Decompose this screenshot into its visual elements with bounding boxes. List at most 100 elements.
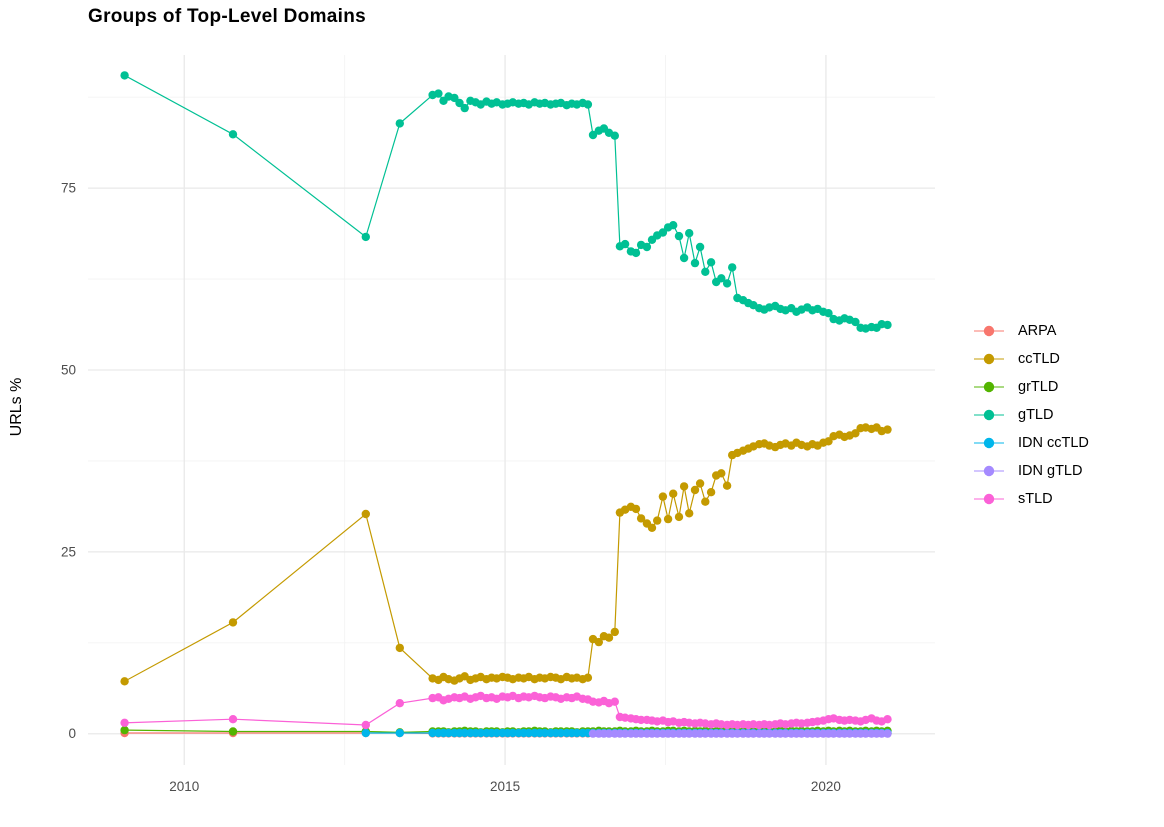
cctld-point [604, 633, 614, 642]
idn-cctld-point [572, 728, 582, 738]
legend-label: IDN gTLD [1018, 463, 1083, 479]
cctld-point [663, 514, 673, 524]
x-tick-label: 2020 [811, 779, 841, 794]
chart-title: Groups of Top-Level Domains [88, 6, 366, 27]
legend-item-cctld: ccTLD [972, 347, 1089, 371]
idn-gtld-point [717, 729, 726, 738]
gtld-point [583, 100, 593, 109]
legend-label: ccTLD [1018, 351, 1060, 367]
cctld-point [706, 488, 716, 497]
cctld-point [685, 509, 694, 518]
cctld-point [717, 469, 726, 478]
y-tick-label: 75 [61, 181, 76, 196]
gtld-point [642, 242, 652, 252]
gtld-point [706, 258, 716, 267]
y-tick-label: 50 [61, 362, 76, 377]
cctld-point [594, 637, 603, 647]
idn-cctld-point [444, 728, 453, 738]
cctld-point [658, 492, 668, 501]
legend-item-idn-gtld: IDN gTLD [972, 459, 1089, 483]
cctld-point [851, 429, 860, 438]
legend-label: sTLD [1018, 491, 1053, 507]
gtld-point [450, 93, 459, 103]
idn-gtld-point [883, 729, 892, 738]
gtld-point [460, 103, 469, 113]
legend-label: gTLD [1018, 407, 1054, 423]
y-tick-label: 25 [61, 544, 76, 559]
gtld-point [685, 229, 694, 238]
idn-gtld-point [669, 729, 678, 738]
idn-gtld-point [877, 729, 886, 738]
legend-item-grtld: grTLD [972, 375, 1089, 399]
idn-gtld-point [765, 729, 774, 738]
idn-gtld-point [620, 729, 630, 738]
idn-gtld-point [685, 729, 694, 738]
legend-key-icon [974, 353, 1004, 365]
idn-cctld-point [361, 728, 370, 738]
cctld-point [647, 523, 657, 532]
idn-cctld-point [524, 728, 533, 738]
stld-point [228, 715, 238, 724]
idn-gtld-point [604, 729, 614, 738]
stld-point [610, 697, 619, 706]
gtld-point [695, 242, 705, 252]
stld-point [883, 715, 892, 724]
legend-item-stld: sTLD [972, 487, 1089, 511]
gtld-point [728, 263, 737, 272]
gtld-point [120, 71, 129, 80]
idn-gtld-point [861, 729, 870, 738]
cctld-point [690, 485, 700, 495]
legend-key-icon [974, 409, 1004, 421]
cctld-point [120, 677, 129, 686]
gtld-point [361, 232, 370, 242]
legend-key-icon [974, 493, 1004, 505]
cctld-point [636, 514, 646, 523]
idn-gtld-point [636, 729, 646, 738]
idn-gtld-point [781, 729, 790, 738]
stld-point [395, 699, 404, 708]
gtld-point [620, 239, 630, 249]
legend-key-icon [974, 381, 1004, 393]
idn-cctld-point [556, 728, 566, 738]
cctld-point [701, 497, 710, 506]
legend-item-idn-cctld: IDN ccTLD [972, 431, 1089, 455]
gtld-point [701, 267, 710, 276]
idn-cctld-point [492, 728, 501, 738]
x-tick-label: 2015 [490, 779, 520, 794]
gtld-point [851, 317, 860, 327]
stld-point [636, 715, 646, 725]
x-tick-label: 2010 [169, 779, 199, 794]
gtld-point [674, 231, 684, 241]
cctld-point [722, 481, 732, 490]
idn-gtld-point [749, 729, 758, 738]
cctld-point [674, 512, 684, 522]
legend-label: ARPA [1018, 323, 1057, 339]
cctld-point [583, 673, 593, 682]
cctld-point [669, 489, 678, 498]
idn-gtld-point [588, 729, 598, 738]
gtld-point [669, 221, 678, 230]
gtld-point [722, 279, 732, 288]
y-tick-label: 0 [68, 726, 76, 741]
cctld-point [695, 479, 705, 488]
legend-key-icon [974, 325, 1004, 337]
stld-point [120, 718, 129, 727]
gtld-point [228, 130, 238, 139]
cctld-point [631, 504, 641, 514]
gtld-point [395, 119, 404, 128]
gtld-point [455, 98, 464, 108]
cctld-point [653, 516, 662, 525]
gtld-point [824, 309, 833, 318]
legend: ARPA ccTLD grTLD gTLD IDN ccTLD IDN gTLD sTLD [972, 319, 1089, 511]
cctld-point [824, 437, 833, 446]
gtld-point [690, 258, 700, 268]
cctld-point [883, 425, 892, 434]
idn-gtld-point [829, 729, 838, 738]
cctld-point [395, 643, 404, 653]
stld-point [361, 720, 370, 730]
gtld-point [631, 248, 641, 258]
cctld-point [228, 618, 238, 627]
grtld-point [120, 725, 129, 735]
